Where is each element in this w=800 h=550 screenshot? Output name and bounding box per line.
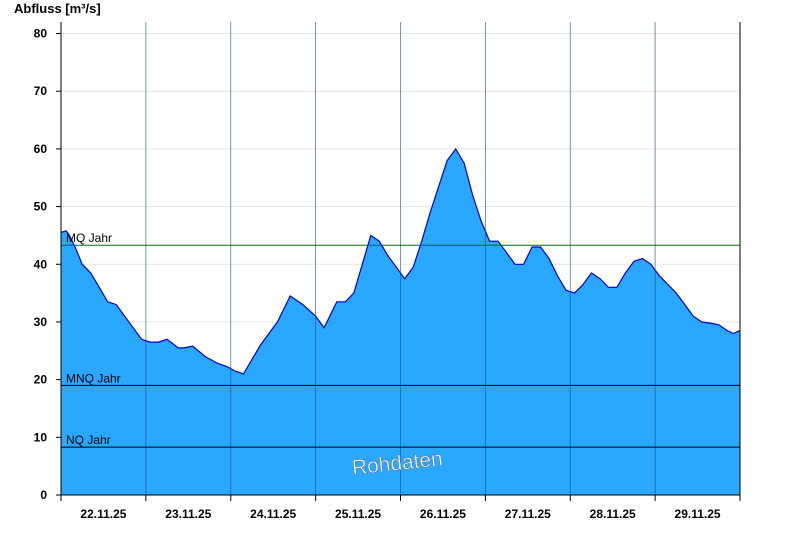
y-tick-label: 20: [34, 373, 48, 387]
x-tick-label: 23.11.25: [165, 507, 211, 521]
y-tick-label: 30: [34, 315, 48, 329]
day-separators: [145, 22, 656, 495]
x-tick-label: 24.11.25: [250, 507, 296, 521]
y-tick-label: 50: [34, 200, 48, 214]
reference-label: MNQ Jahr: [66, 371, 121, 385]
x-tick-label: 28.11.25: [590, 507, 636, 521]
x-tick-label: 22.11.25: [80, 507, 126, 521]
y-tick-label: 80: [34, 27, 48, 41]
x-tick-label: 27.11.25: [505, 507, 551, 521]
reference-lines: MQ Jahr MNQ Jahr NQ Jahr: [61, 231, 740, 448]
x-ticks: 22.11.25 23.11.25 24.11.25 25.11.25 26.11.25…: [60, 495, 741, 521]
y-ticks: 0 10 20 30 40 50 60 70 80: [34, 27, 61, 502]
x-tick-label: 29.11.25: [675, 507, 721, 521]
reference-label: MQ Jahr: [66, 231, 112, 245]
y-tick-label: 70: [34, 84, 48, 98]
y-tick-label: 40: [34, 257, 48, 271]
x-tick-label: 26.11.25: [420, 507, 466, 521]
x-tick-label: 25.11.25: [335, 507, 381, 521]
y-axis-label: Abfluss [m³/s]: [14, 1, 101, 16]
y-tick-label: 60: [34, 142, 48, 156]
y-tick-label: 10: [34, 430, 48, 444]
reference-label: NQ Jahr: [66, 433, 111, 447]
y-tick-label: 0: [40, 488, 47, 502]
discharge-line: [60, 147, 741, 375]
